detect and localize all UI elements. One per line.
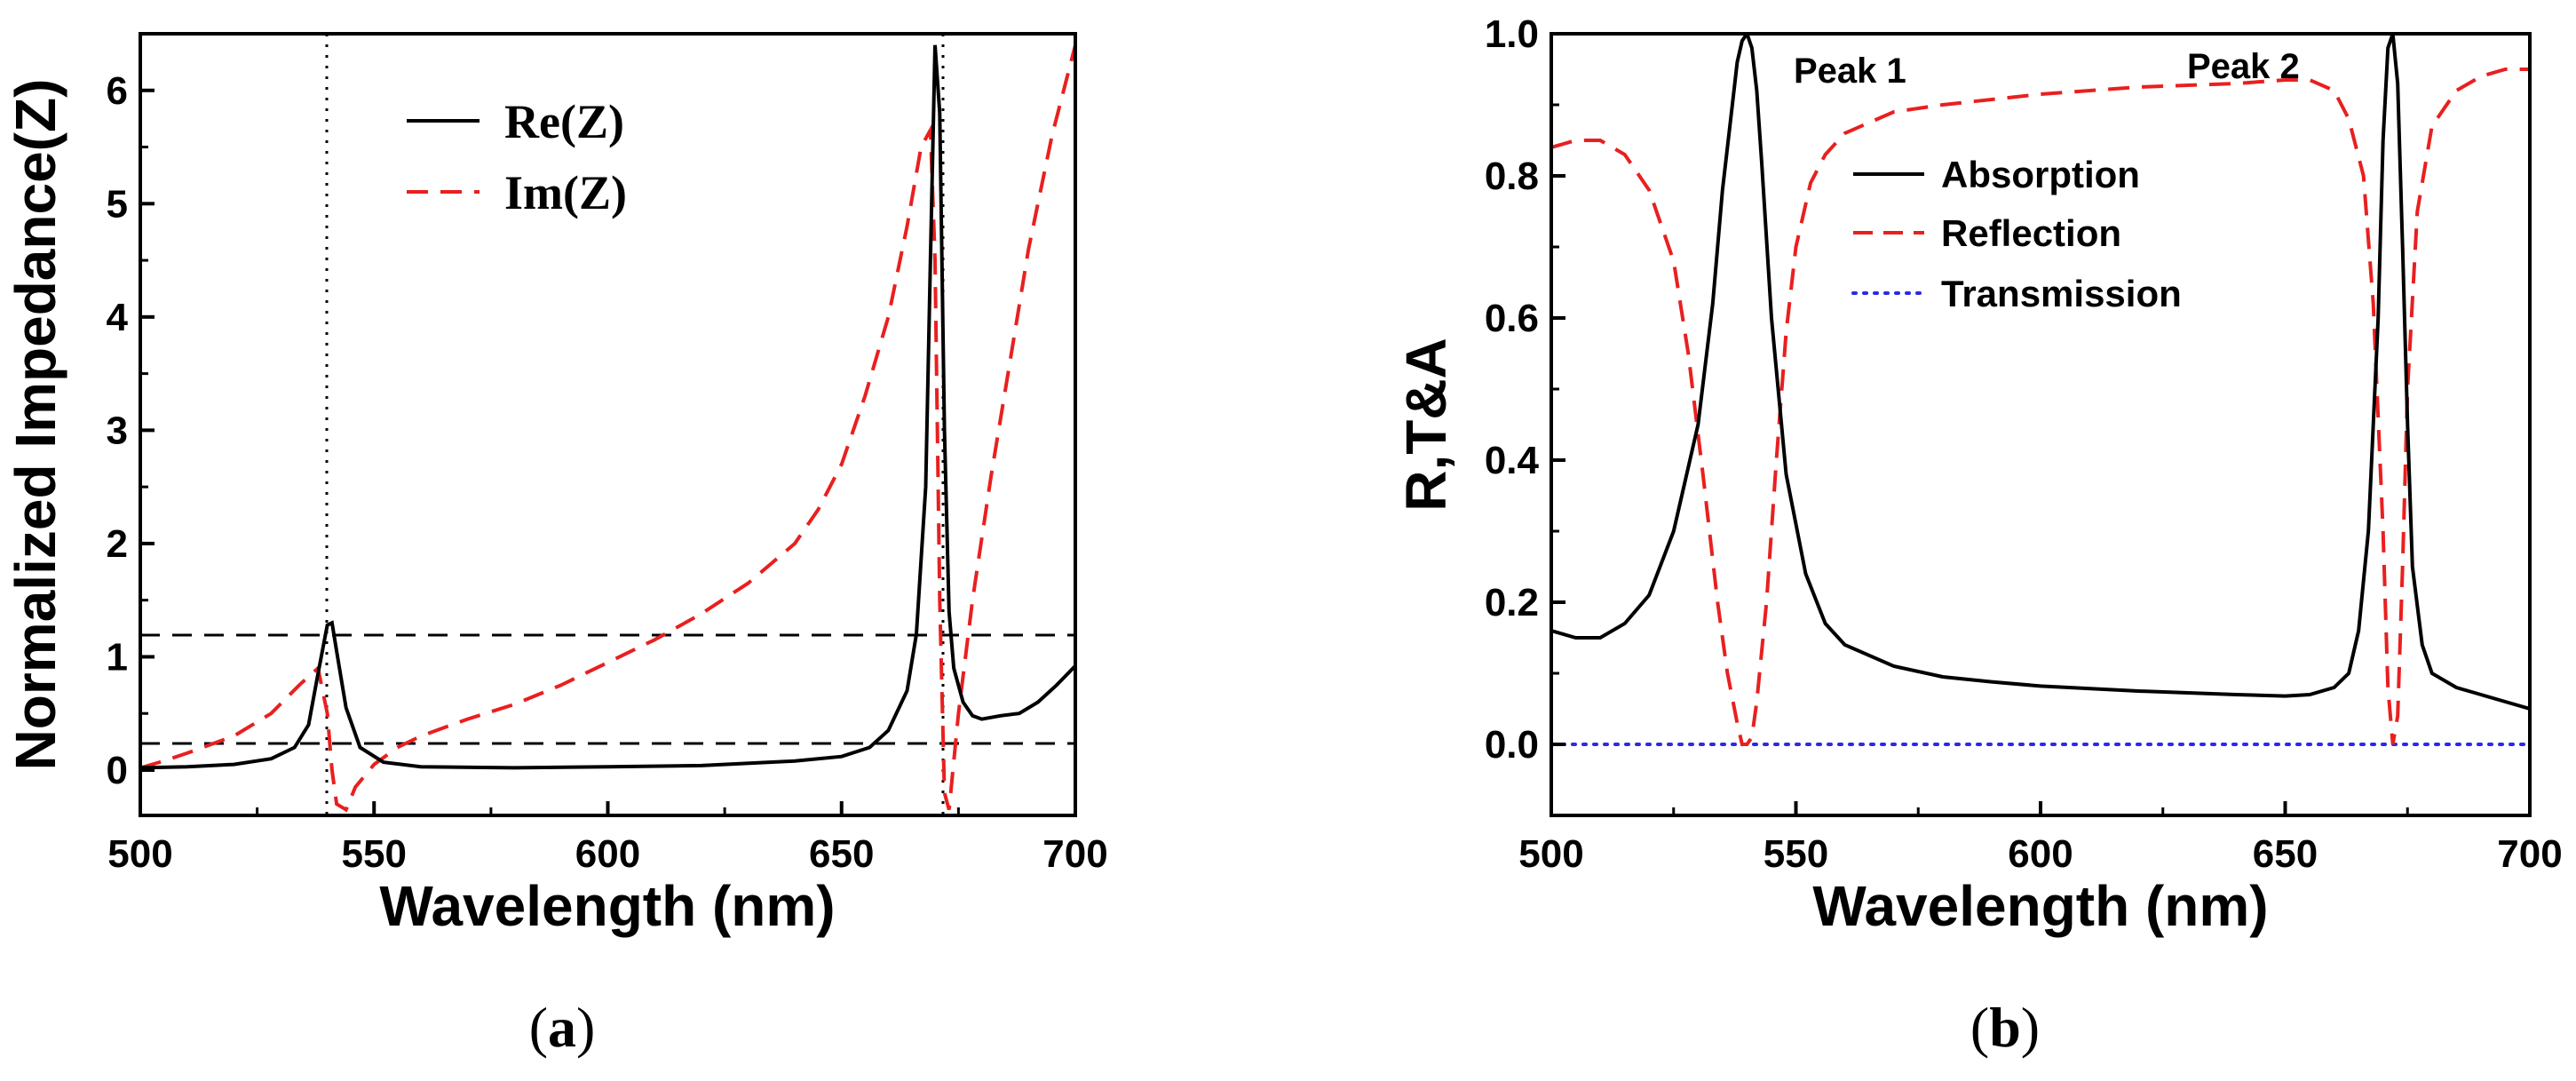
chart-b-legend-label-reflection: Reflection <box>1941 212 2121 254</box>
caption-b-letter: b <box>1989 996 2021 1059</box>
chart-a-legend: Re(Z) Im(Z) <box>407 95 627 219</box>
chart-b-legend-label-absorption: Absorption <box>1941 154 2140 195</box>
chart-b-ytick-label: 1.0 <box>1485 12 1539 56</box>
chart-b-xtick-label: 650 <box>2253 832 2318 876</box>
chart-b-xtick-label: 600 <box>2008 832 2073 876</box>
chart-b-yticks: 0.0 0.2 0.4 0.6 0.8 1.0 <box>1485 12 1565 767</box>
chart-a-ytick-label: 1 <box>107 635 128 679</box>
chart-b-ytick-label: 0.8 <box>1485 155 1539 198</box>
chart-a-xtick-label: 600 <box>575 832 640 876</box>
chart-b-legend: Absorption Reflection Transmission <box>1851 154 2182 314</box>
chart-a-ytick-label: 0 <box>107 749 128 792</box>
chart-a-ytick-label: 4 <box>107 296 129 339</box>
chart-b-xtick-label: 500 <box>1518 832 1583 876</box>
chart-a-xtick-label: 550 <box>342 832 407 876</box>
chart-b-series-reflection <box>1551 68 2530 746</box>
chart-a-series-imz <box>140 44 1075 813</box>
chart-a-xlabel: Wavelength (nm) <box>379 874 835 938</box>
chart-a-ytick-label: 6 <box>107 69 128 113</box>
chart-b-annotation-peak-2: Peak 2 <box>2187 47 2300 86</box>
chart-b-xlabel: Wavelength (nm) <box>1812 874 2268 938</box>
chart-a-legend-label-rez: Re(Z) <box>504 95 624 148</box>
caption-b: (b) <box>1970 996 2040 1059</box>
chart-b: 500 550 600 650 700 0.0 0.2 0.4 0.6 0.8 1.0 Wavel… <box>1394 12 2563 1059</box>
chart-a-series-rez <box>140 44 1075 770</box>
chart-a-xtick-label: 700 <box>1042 832 1107 876</box>
caption-a: (a) <box>529 996 596 1059</box>
chart-b-ytick-label: 0.6 <box>1485 297 1539 340</box>
chart-a-series-layer <box>140 34 1075 815</box>
chart-b-xticks: 500 550 600 650 700 <box>1518 801 2563 876</box>
chart-b-ytick-label: 0.4 <box>1485 439 1540 482</box>
chart-b-ytick-label: 0.0 <box>1485 723 1539 767</box>
chart-b-ylabel: R,T&A <box>1394 338 1458 512</box>
chart-a-legend-label-imz: Im(Z) <box>504 166 627 219</box>
chart-a-ylabel: Normalized Impedance(Z) <box>4 79 67 771</box>
chart-b-xtick-label: 550 <box>1764 832 1828 876</box>
chart-a-xticks: 500 550 600 650 700 <box>107 801 1108 876</box>
chart-b-xtick-label: 700 <box>2497 832 2562 876</box>
chart-b-ytick-label: 0.2 <box>1485 581 1539 624</box>
chart-b-series-absorption <box>1551 34 2530 711</box>
chart-a-yticks: 0 1 2 3 4 5 6 <box>107 69 155 792</box>
chart-a-ytick-label: 3 <box>107 409 128 452</box>
chart-a-xtick-label: 650 <box>809 832 874 876</box>
chart-a-ytick-label: 2 <box>107 522 128 566</box>
chart-b-legend-label-transmission: Transmission <box>1941 273 2182 314</box>
chart-b-annotation-peak-1: Peak 1 <box>1794 52 1906 91</box>
chart-a-xtick-label: 500 <box>107 832 172 876</box>
caption-a-letter: a <box>548 996 576 1059</box>
chart-a-frame <box>139 32 1077 817</box>
chart-a-ytick-label: 5 <box>107 182 128 226</box>
chart-b-series-layer <box>1551 34 2530 746</box>
